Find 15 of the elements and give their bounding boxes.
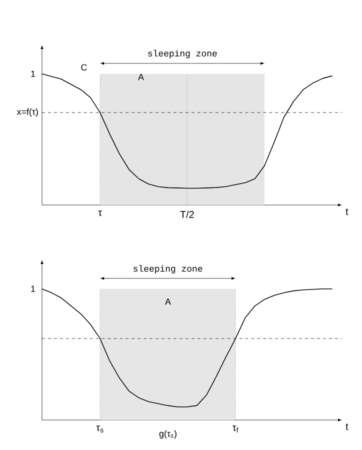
- annotation: A: [165, 298, 171, 305]
- x-axis-title: t: [346, 208, 348, 216]
- text: sleeping zone: [148, 50, 217, 58]
- x-tick-label: τ$_{s}$: [96, 426, 104, 432]
- x-axis-title: t: [346, 424, 348, 430]
- text: C: [81, 64, 87, 71]
- text: 1: [31, 70, 36, 77]
- text: 1: [31, 286, 36, 292]
- annotation: A: [138, 74, 144, 80]
- band-label: sleeping zone: [134, 265, 202, 274]
- x-tick-label: T/2: [180, 210, 194, 218]
- x-tick-label: τ$_{f}$: [232, 426, 238, 433]
- text: g(τ$_{s}$): [159, 430, 176, 439]
- ref-line-label: x=f(τ): [16, 108, 38, 117]
- x-tick-label: τ: [98, 210, 102, 216]
